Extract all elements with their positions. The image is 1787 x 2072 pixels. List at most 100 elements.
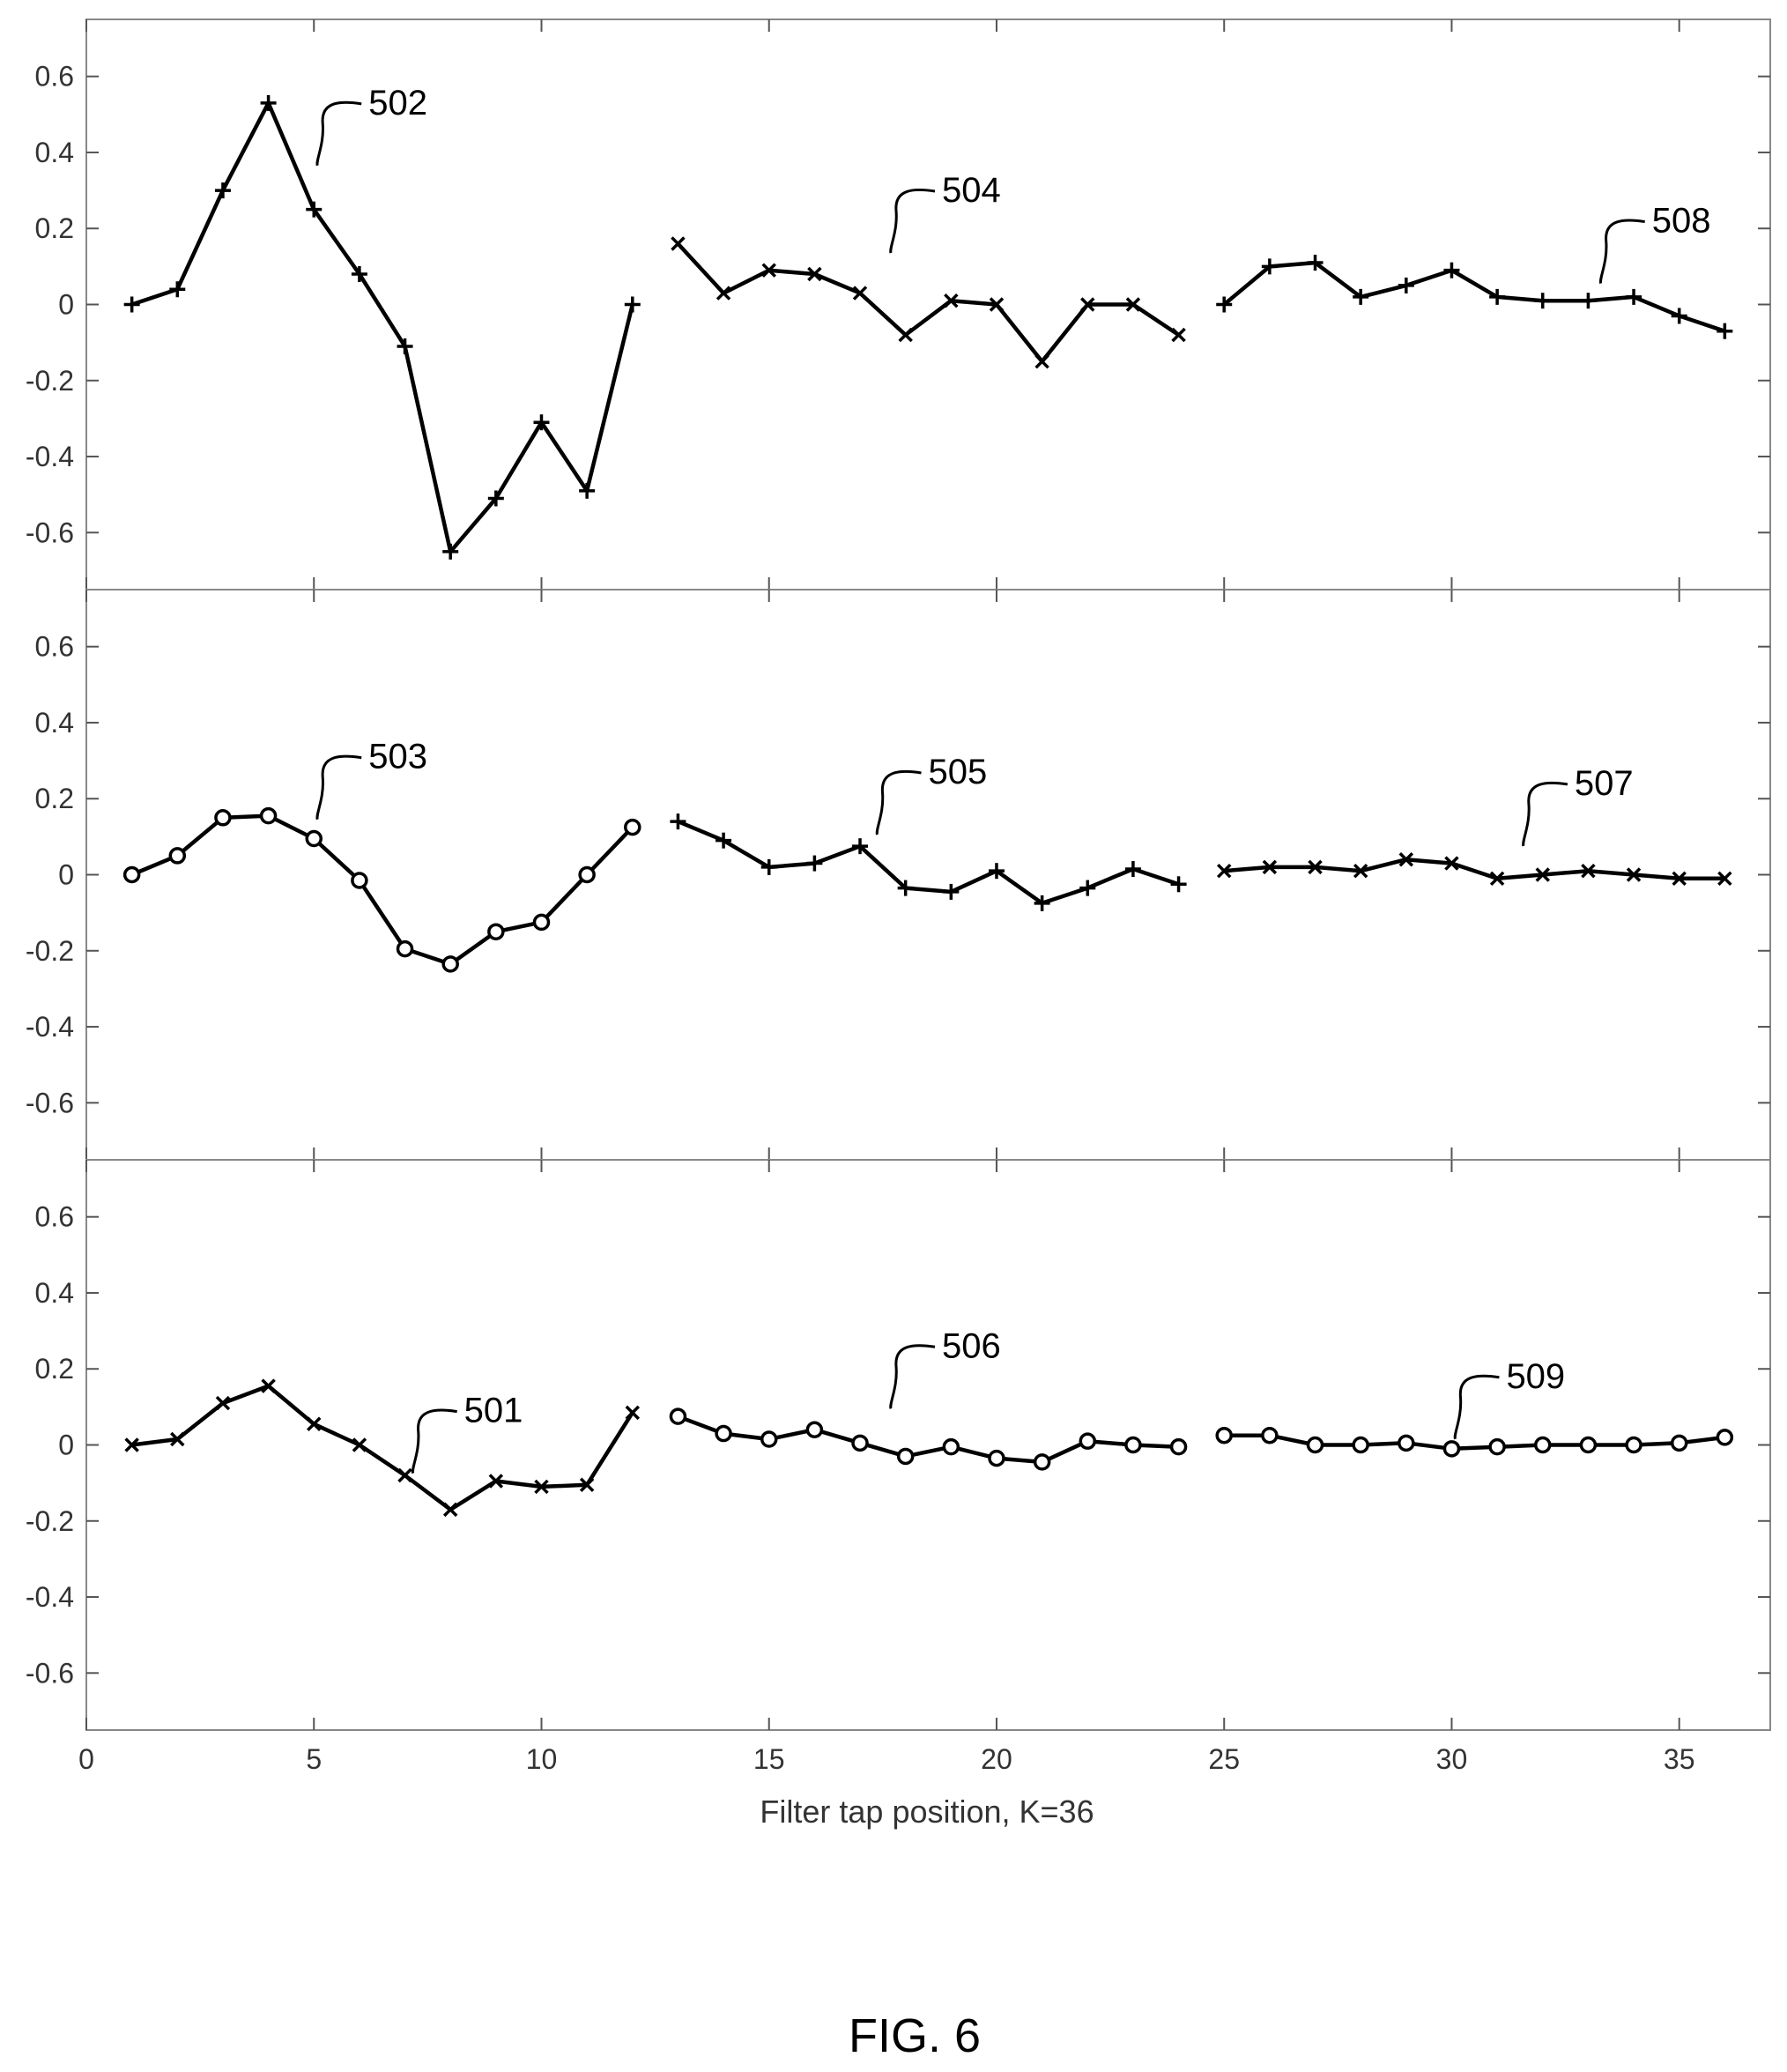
series-line — [131, 1384, 634, 1512]
y-tick-label: 0 — [58, 1430, 74, 1461]
x-tick-label: 0 — [78, 1743, 94, 1775]
data-point — [533, 414, 550, 431]
x-marker-b — [1171, 327, 1186, 343]
x-marker-b — [1717, 871, 1732, 887]
data-point — [170, 1431, 185, 1447]
circle-marker — [532, 913, 551, 932]
data-point — [943, 883, 960, 900]
data-point — [1581, 863, 1596, 879]
data-point — [534, 1479, 549, 1495]
leader-line-504 — [889, 188, 936, 254]
y-tick-label: 0.2 — [35, 783, 74, 814]
circle-marker — [669, 1407, 687, 1425]
circle-marker — [122, 865, 141, 884]
data-point — [1307, 255, 1324, 271]
data-point — [1626, 288, 1642, 305]
x-tick-label: 35 — [1664, 1743, 1695, 1775]
x-marker-b — [989, 297, 1005, 312]
circle-marker — [805, 1421, 824, 1438]
leader-line-501 — [411, 1408, 457, 1474]
circle-marker — [715, 1424, 732, 1443]
x-marker-b — [1398, 852, 1414, 867]
data-point — [260, 94, 277, 111]
data-point — [1308, 859, 1323, 875]
x-marker-b — [1444, 856, 1459, 871]
series-line — [676, 241, 1180, 364]
series-line — [130, 813, 634, 967]
data-point — [1717, 871, 1732, 887]
series-505: 505 — [670, 753, 1187, 911]
x-tick-label: 25 — [1208, 1743, 1240, 1775]
series-504: 504 — [671, 171, 1186, 369]
data-point — [852, 286, 868, 301]
x-tick-label: 15 — [753, 1743, 785, 1775]
data-point — [1261, 1426, 1279, 1444]
reference-label-501: 501 — [464, 1392, 523, 1430]
data-point — [397, 1467, 412, 1483]
data-point — [307, 1416, 322, 1432]
data-point — [442, 543, 459, 560]
data-point — [1534, 1436, 1552, 1454]
x-marker-b — [1626, 867, 1642, 882]
x-tick-label: 20 — [981, 1743, 1012, 1775]
series-502: 502 — [123, 84, 641, 560]
data-point — [989, 297, 1005, 312]
y-tick-label: 0.6 — [35, 1201, 74, 1233]
leader-line-503 — [315, 754, 362, 821]
circle-marker — [1306, 1436, 1324, 1454]
data-point — [122, 865, 141, 884]
data-point — [1216, 863, 1232, 879]
data-point — [305, 829, 323, 848]
data-point — [1672, 871, 1687, 887]
x-tick-label: 30 — [1436, 1743, 1468, 1775]
series-line — [677, 820, 1180, 906]
series-line — [130, 100, 634, 554]
data-point — [805, 1421, 824, 1438]
x-marker-b — [215, 1395, 231, 1411]
data-point — [760, 858, 777, 875]
circle-marker — [760, 1430, 778, 1448]
y-tick-label: 0.4 — [35, 707, 74, 739]
data-point — [1717, 323, 1733, 339]
series-line — [677, 1415, 1179, 1465]
data-point — [988, 863, 1005, 880]
data-point — [442, 1502, 458, 1518]
circle-marker — [1670, 1434, 1688, 1452]
data-point — [1489, 288, 1506, 305]
data-point — [670, 813, 686, 830]
data-point — [1216, 296, 1233, 313]
data-point — [1625, 1436, 1642, 1454]
x-marker-b — [1216, 863, 1232, 879]
data-point — [1534, 293, 1551, 309]
circle-marker — [1534, 1436, 1552, 1454]
data-point — [1398, 852, 1414, 867]
circle-marker — [988, 1449, 1005, 1467]
data-point — [1079, 880, 1096, 896]
reference-label-509: 509 — [1506, 1357, 1565, 1396]
panel-frame — [85, 589, 1771, 1161]
circle-marker — [896, 1447, 915, 1466]
circle-marker — [1261, 1426, 1279, 1444]
data-point — [1398, 1434, 1415, 1452]
data-point — [352, 1437, 367, 1452]
y-tick-label: -0.2 — [26, 935, 74, 967]
y-tick-label: 0.2 — [35, 212, 74, 244]
data-point — [1215, 1426, 1233, 1444]
data-point — [579, 1477, 595, 1493]
reference-label-504: 504 — [942, 171, 1001, 210]
data-point — [261, 1378, 276, 1393]
x-marker-b — [1262, 859, 1278, 875]
y-tick-label: -0.6 — [26, 1087, 74, 1118]
data-point — [625, 1405, 641, 1421]
series-line — [1224, 857, 1725, 881]
reference-label-503: 503 — [368, 738, 427, 776]
x-marker-b — [579, 1477, 595, 1493]
x-marker-b — [852, 286, 868, 301]
series-507: 507 — [1216, 764, 1732, 887]
circle-marker — [1579, 1436, 1598, 1454]
data-point — [215, 1395, 231, 1411]
y-tick-label: 0 — [58, 859, 74, 891]
data-point — [1079, 1432, 1097, 1450]
data-point — [1353, 288, 1369, 305]
data-point — [532, 913, 551, 932]
